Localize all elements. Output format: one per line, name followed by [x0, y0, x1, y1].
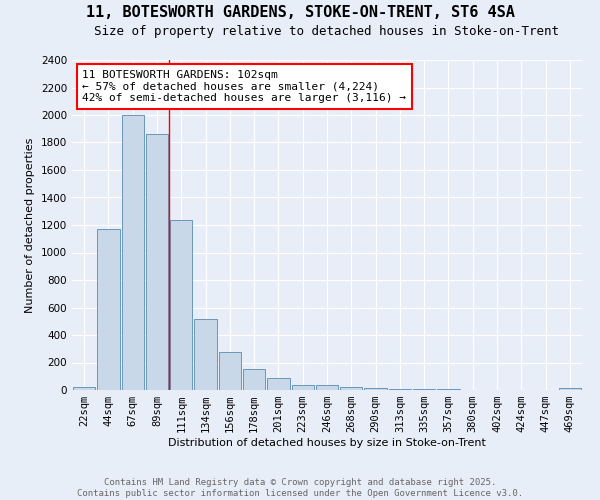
- Bar: [194, 318, 217, 390]
- Bar: [122, 115, 144, 390]
- Bar: [559, 388, 581, 390]
- Bar: [170, 220, 193, 390]
- Bar: [146, 134, 168, 390]
- Bar: [292, 384, 314, 390]
- Bar: [316, 384, 338, 390]
- Text: 11 BOTESWORTH GARDENS: 102sqm
← 57% of detached houses are smaller (4,224)
42% o: 11 BOTESWORTH GARDENS: 102sqm ← 57% of d…: [82, 70, 406, 103]
- Bar: [243, 370, 265, 390]
- Bar: [218, 352, 241, 390]
- Title: Size of property relative to detached houses in Stoke-on-Trent: Size of property relative to detached ho…: [95, 25, 560, 38]
- Bar: [97, 229, 119, 390]
- Bar: [364, 388, 387, 390]
- Text: Contains HM Land Registry data © Crown copyright and database right 2025.
Contai: Contains HM Land Registry data © Crown c…: [77, 478, 523, 498]
- Bar: [267, 378, 290, 390]
- Bar: [340, 387, 362, 390]
- Bar: [73, 386, 95, 390]
- X-axis label: Distribution of detached houses by size in Stoke-on-Trent: Distribution of detached houses by size …: [168, 438, 486, 448]
- Y-axis label: Number of detached properties: Number of detached properties: [25, 138, 35, 312]
- Text: 11, BOTESWORTH GARDENS, STOKE-ON-TRENT, ST6 4SA: 11, BOTESWORTH GARDENS, STOKE-ON-TRENT, …: [86, 5, 514, 20]
